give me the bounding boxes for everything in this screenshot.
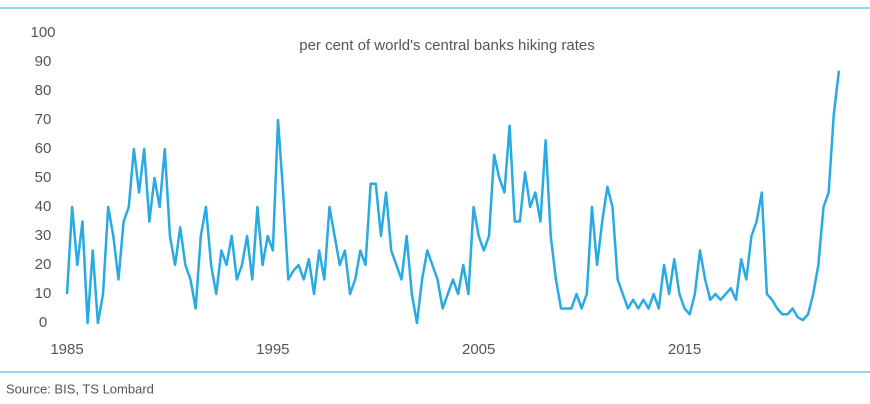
x-tick-label: 2005 (462, 341, 495, 358)
x-tick-label: 1995 (256, 341, 289, 358)
y-tick-label: 90 (35, 53, 52, 70)
source: Source: BIS, TS Lombard (6, 381, 154, 396)
y-tick-label: 10 (35, 285, 52, 302)
y-tick-label: 40 (35, 198, 52, 215)
y-tick-label: 30 (35, 227, 52, 244)
y-tick-label: 0 (39, 314, 47, 331)
y-tick-label: 100 (30, 24, 55, 41)
x-tick-label: 2015 (668, 341, 701, 358)
series-line (65, 70, 841, 325)
y-tick-label: 60 (35, 140, 52, 157)
x-tick-label: 1985 (50, 341, 83, 358)
y-tick-label: 70 (35, 111, 52, 128)
chart-title: per cent of world's central banks hiking… (299, 37, 595, 54)
y-tick-label: 50 (35, 169, 52, 186)
y-tick-label: 20 (35, 256, 52, 273)
y-tick-label: 80 (35, 82, 52, 99)
